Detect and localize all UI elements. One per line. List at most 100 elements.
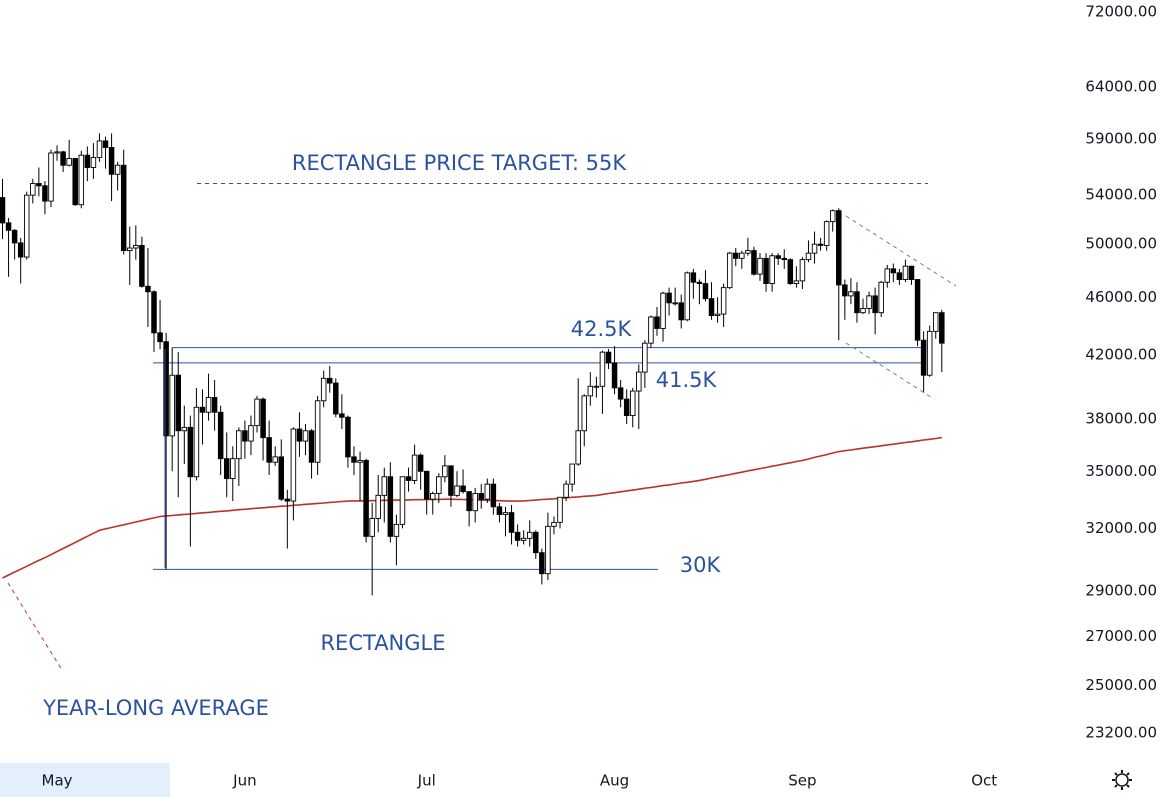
y-tick-label: 59000.00 [1085, 129, 1157, 147]
candle-body [684, 272, 691, 321]
candle-body [108, 147, 115, 175]
candle-body [708, 298, 715, 316]
candle-body [236, 430, 242, 460]
candle-body [181, 426, 188, 432]
candle-body [526, 531, 533, 539]
candle-body [223, 458, 230, 480]
candle-body [217, 411, 224, 460]
candle-body [472, 493, 478, 512]
candle-body [823, 221, 830, 246]
candle-body [569, 463, 575, 485]
candle-body [539, 552, 545, 575]
candle-body [78, 154, 85, 206]
moving-average-label: YEAR-LONG AVERAGE [42, 696, 269, 720]
candle-body [387, 476, 394, 537]
candle-body [720, 287, 727, 315]
moving-average-line [2, 436, 942, 579]
channel-line [845, 215, 957, 287]
pointer-line [7, 582, 63, 671]
candle-body [333, 382, 339, 415]
level-label: RECTANGLE PRICE TARGET: 55K [292, 151, 627, 175]
x-tick-label: Sep [788, 772, 816, 790]
candle-body [932, 312, 939, 332]
candle-body [811, 243, 818, 254]
y-tick-label: 64000.00 [1085, 77, 1157, 95]
candle-body [866, 295, 872, 309]
candle-body [242, 430, 248, 442]
candle-body [381, 476, 388, 496]
candle-body [205, 397, 212, 413]
candle-body [654, 316, 660, 329]
candle-body [745, 250, 751, 254]
candle-body [90, 156, 97, 168]
candle-body [157, 332, 163, 343]
candle-body [636, 371, 642, 392]
candle-body [375, 494, 381, 519]
candle-body [842, 284, 848, 297]
candle-body [36, 183, 42, 187]
candle-body [187, 426, 194, 478]
candle-body [314, 400, 321, 463]
candle-body [563, 483, 569, 498]
candle-body [575, 430, 581, 465]
settings-icon[interactable] [1112, 770, 1132, 790]
candle-body [133, 245, 139, 249]
candle-body [890, 268, 897, 274]
candle-body [169, 374, 175, 437]
candle-body [60, 151, 66, 166]
candle-body [939, 312, 945, 344]
y-tick-label: 35000.00 [1085, 462, 1157, 480]
candle-body [42, 185, 48, 202]
candle-body [84, 154, 91, 168]
candle-body [508, 512, 515, 533]
candle-body [272, 456, 278, 463]
candle-body [763, 257, 769, 285]
candle-body [193, 406, 200, 478]
candle-body [872, 295, 878, 314]
x-tick-label: Aug [600, 772, 629, 790]
candle-body [878, 281, 884, 314]
candle-body [551, 521, 557, 527]
candle-body [302, 430, 309, 442]
candle-body [436, 476, 442, 494]
candle-body [805, 252, 812, 261]
candle-body [296, 428, 303, 442]
candle-body [351, 456, 357, 463]
candle-body [363, 460, 369, 537]
candle-body [308, 430, 315, 463]
candle-body [545, 525, 551, 575]
candle-body [254, 398, 260, 427]
x-tick-label: Oct [971, 772, 997, 790]
candle-body [72, 158, 78, 206]
candle-body [266, 437, 272, 463]
candle-body [399, 476, 406, 525]
candle-body [460, 485, 466, 493]
y-tick-label: 25000.00 [1085, 676, 1157, 694]
candle-body [163, 341, 169, 437]
level-label: 42.5K [571, 317, 633, 341]
y-tick-label: 42000.00 [1085, 346, 1157, 364]
candle-body [769, 255, 775, 285]
candle-body [405, 476, 412, 481]
candle-body [860, 307, 866, 314]
candle-body [666, 292, 672, 304]
candle-body [775, 255, 781, 259]
candle-body [629, 390, 636, 417]
candle-body [369, 518, 375, 537]
candle-body [642, 342, 648, 373]
candle-body [757, 257, 763, 275]
y-tick-label: 54000.00 [1085, 186, 1157, 204]
y-tick-label: 32000.00 [1085, 519, 1157, 537]
x-tick-label: Jun [232, 772, 256, 790]
candle-body [520, 537, 527, 541]
candle-body [920, 339, 927, 376]
candle-body [611, 362, 618, 389]
candle-body [278, 456, 285, 500]
candle-body [696, 281, 703, 285]
candle-body [739, 252, 745, 259]
candle-body [393, 523, 400, 537]
candle-body [430, 493, 436, 500]
candle-body [339, 413, 345, 418]
candle-body [787, 259, 794, 285]
candle-body [678, 302, 684, 321]
